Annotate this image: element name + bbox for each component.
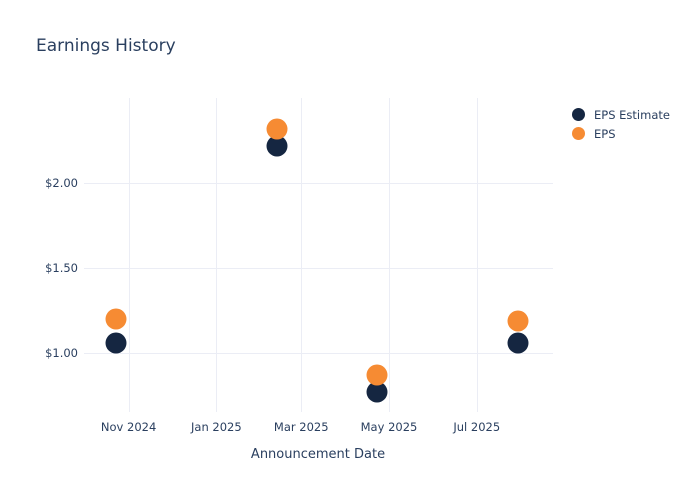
x-tick-label: Nov 2024 <box>100 420 157 434</box>
x-gridline <box>388 98 390 412</box>
legend-item-eps[interactable]: EPS <box>572 124 670 143</box>
y-gridline <box>84 353 553 354</box>
y-tick-label: $2.00 <box>45 176 78 190</box>
eps-marker[interactable] <box>266 118 288 140</box>
eps-marker[interactable] <box>105 308 127 330</box>
chart-title: Earnings History <box>36 36 176 56</box>
y-tick-label: $1.50 <box>45 261 78 275</box>
y-tick-label: $1.00 <box>45 346 78 360</box>
x-gridline <box>128 98 130 412</box>
x-tick-label: May 2025 <box>360 420 418 434</box>
legend-item-label: EPS Estimate <box>594 107 670 122</box>
x-tick-label: Jul 2025 <box>453 420 501 434</box>
eps-marker[interactable] <box>507 310 529 332</box>
x-gridline <box>301 98 303 412</box>
x-gridline <box>216 98 218 412</box>
x-axis-title: Announcement Date <box>250 447 386 462</box>
y-gridline <box>84 268 553 269</box>
legend: EPS Estimate EPS <box>572 105 670 143</box>
legend-item-label: EPS <box>594 126 616 141</box>
eps-estimate-legend-dot-icon <box>572 108 585 121</box>
eps-legend-dot-icon <box>572 127 585 140</box>
eps-estimate-marker[interactable] <box>507 332 529 354</box>
x-tick-label: Mar 2025 <box>273 420 329 434</box>
eps-estimate-marker[interactable] <box>266 135 288 157</box>
eps-estimate-marker[interactable] <box>105 332 127 354</box>
x-tick-label: Jan 2025 <box>191 420 242 434</box>
plot-area <box>84 98 553 412</box>
legend-item-eps-estimate[interactable]: EPS Estimate <box>572 105 670 124</box>
eps-estimate-marker[interactable] <box>366 381 388 403</box>
x-gridline <box>476 98 478 412</box>
eps-marker[interactable] <box>366 364 388 386</box>
y-gridline <box>84 183 553 184</box>
